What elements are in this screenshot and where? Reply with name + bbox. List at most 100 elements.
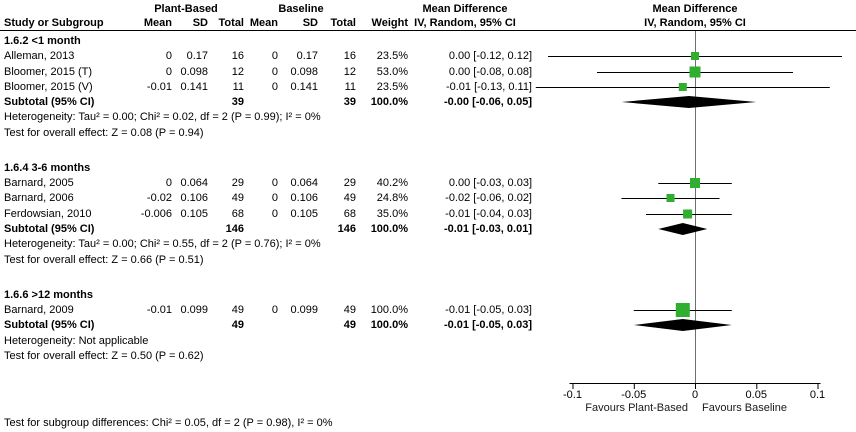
cell-total1: 39	[231, 96, 244, 108]
cell-weight: 100.0%	[370, 96, 408, 108]
cell-ci-text: -0.02 [-0.06, 0.02]	[445, 192, 532, 204]
md-column-title: Mean Difference	[422, 3, 508, 15]
effect-square	[691, 52, 699, 60]
cell-sd1: 0.099	[180, 304, 208, 316]
subtotal-label: Subtotal (95% CI)	[4, 96, 95, 108]
favours-left-label: Favours Plant-Based	[585, 402, 688, 414]
cell-total2: 12	[343, 66, 356, 78]
heterogeneity-row: Heterogeneity: Tau² = 0.00; Chi² = 0.55,…	[0, 237, 856, 251]
cell-total1: 68	[231, 208, 244, 220]
cell-total2: 49	[343, 304, 356, 316]
cell-total2: 29	[343, 177, 356, 189]
cell-ci-text: -0.01 [-0.04, 0.03]	[445, 208, 532, 220]
cell-total1: 146	[225, 223, 244, 235]
cell-total2: 49	[343, 192, 356, 204]
cell-total2: 16	[343, 50, 356, 62]
cell-total2: 68	[343, 208, 356, 220]
effect-square	[678, 83, 687, 91]
heterogeneity-text: Heterogeneity: Not applicable	[4, 335, 149, 347]
study-label: Ferdowsian, 2010	[4, 208, 92, 220]
cell-mean2: 0	[271, 208, 278, 220]
subgroup-title: 1.6.2 <1 month	[4, 35, 81, 47]
study-row: Bloomer, 2015 (T) 0 0.098 12 0 0.098 12 53.0% 0.…	[0, 65, 856, 79]
study-label: Barnard, 2005	[4, 177, 74, 189]
cell-mean2: 0	[271, 81, 278, 93]
effect-square	[689, 66, 701, 78]
cell-sd1: 0.17	[186, 50, 208, 62]
cell-mean2: 0	[271, 66, 278, 78]
column-header-sd1: SD	[192, 17, 208, 29]
column-header-total1: Total	[218, 17, 244, 29]
subtotal-row: Subtotal (95% CI) 146 146 100.0% -0.01 [-0.0…	[0, 222, 856, 236]
heterogeneity-text: Heterogeneity: Tau² = 0.00; Chi² = 0.55,…	[4, 238, 321, 250]
cell-sd2: 0.17	[296, 50, 318, 62]
group-header-baseline: Baseline	[278, 3, 324, 15]
favours-right-label: Favours Baseline	[702, 402, 787, 414]
cell-mean2: 0	[271, 50, 278, 62]
column-header-mean1: Mean	[143, 17, 172, 29]
cell-mean1: -0.006	[140, 208, 172, 220]
effect-square	[666, 194, 675, 202]
subgroup-difference-test: Test for subgroup differences: Chi² = 0.…	[4, 417, 333, 429]
column-header-ci: IV, Random, 95% CI	[414, 17, 516, 29]
subtotal-diamond	[633, 319, 732, 331]
cell-mean2: 0	[271, 192, 278, 204]
overall-effect-text: Test for overall effect: Z = 0.66 (P = 0…	[4, 254, 204, 266]
cell-ci-text: 0.00 [-0.08, 0.08]	[448, 66, 532, 78]
axis-tick-label: -0.05	[621, 389, 647, 401]
cell-sd2: 0.141	[290, 81, 318, 93]
heterogeneity-row: Heterogeneity: Tau² = 0.00; Chi² = 0.02,…	[0, 110, 856, 124]
cell-weight: 53.0%	[376, 66, 408, 78]
cell-ci-text: 0.00 [-0.03, 0.03]	[448, 177, 532, 189]
group-header-plant-based: Plant-Based	[154, 3, 218, 15]
overall-effect-text: Test for overall effect: Z = 0.50 (P = 0…	[4, 350, 204, 362]
axis-tick-label: 0.1	[809, 389, 826, 401]
header-divider	[0, 30, 856, 31]
cell-total1: 29	[231, 177, 244, 189]
cell-sd1: 0.064	[180, 177, 208, 189]
study-row: Barnard, 2006 -0.02 0.106 49 0 0.106 49 24.8% -0…	[0, 191, 856, 205]
cell-total2: 49	[343, 319, 356, 331]
study-row: Alleman, 2013 0 0.17 16 0 0.17 16 23.5% 0.00 [-0…	[0, 49, 856, 63]
effect-square	[690, 178, 700, 188]
column-header-sd2: SD	[302, 17, 318, 29]
study-row: Barnard, 2005 0 0.064 29 0 0.064 29 40.2% 0.00 […	[0, 176, 856, 190]
overall-effect-row: Test for overall effect: Z = 0.08 (P = 0…	[0, 126, 856, 140]
column-header-total2: Total	[330, 17, 356, 29]
cell-weight: 100.0%	[370, 223, 408, 235]
plot-subtitle: IV, Random, 95% CI	[644, 17, 746, 29]
study-row: Barnard, 2009 -0.01 0.099 49 0 0.099 49 100.0% -…	[0, 303, 856, 317]
study-label: Bloomer, 2015 (T)	[4, 66, 93, 78]
cell-total1: 12	[231, 66, 244, 78]
cell-sd2: 0.105	[290, 208, 318, 220]
cell-total1: 49	[231, 192, 244, 204]
cell-weight: 24.8%	[376, 192, 408, 204]
cell-total2: 39	[343, 96, 356, 108]
subgroup-header-row: 1.6.6 >12 months	[0, 288, 856, 302]
cell-ci-text: -0.01 [-0.05, 0.03]	[445, 304, 532, 316]
heterogeneity-text: Heterogeneity: Tau² = 0.00; Chi² = 0.02,…	[4, 111, 321, 123]
column-header-mean2: Mean	[249, 17, 278, 29]
cell-weight: 100.0%	[370, 304, 408, 316]
cell-total1: 16	[231, 50, 244, 62]
cell-total2: 11	[344, 81, 356, 93]
cell-total1: 11	[232, 81, 244, 93]
study-label: Barnard, 2006	[4, 192, 74, 204]
plot-title: Mean Difference	[652, 3, 738, 15]
cell-sd1: 0.105	[180, 208, 208, 220]
cell-weight: 100.0%	[370, 319, 408, 331]
subtotal-row: Subtotal (95% CI) 39 39 100.0% -0.00 [-0.06,…	[0, 95, 856, 109]
effect-square	[675, 303, 690, 317]
cell-weight: 23.5%	[376, 50, 408, 62]
subtotal-row: Subtotal (95% CI) 49 49 100.0% -0.01 [-0.05,…	[0, 318, 856, 332]
study-row: Bloomer, 2015 (V) -0.01 0.141 11 0 0.141 11 23.…	[0, 80, 856, 94]
cell-mean1: -0.02	[146, 192, 172, 204]
subtotal-diamond	[621, 96, 757, 108]
cell-mean1: 0	[165, 177, 172, 189]
cell-sd2: 0.098	[290, 66, 318, 78]
cell-weight: 40.2%	[376, 177, 408, 189]
cell-weight: 35.0%	[376, 208, 408, 220]
study-label: Barnard, 2009	[4, 304, 74, 316]
study-label: Alleman, 2013	[4, 50, 75, 62]
